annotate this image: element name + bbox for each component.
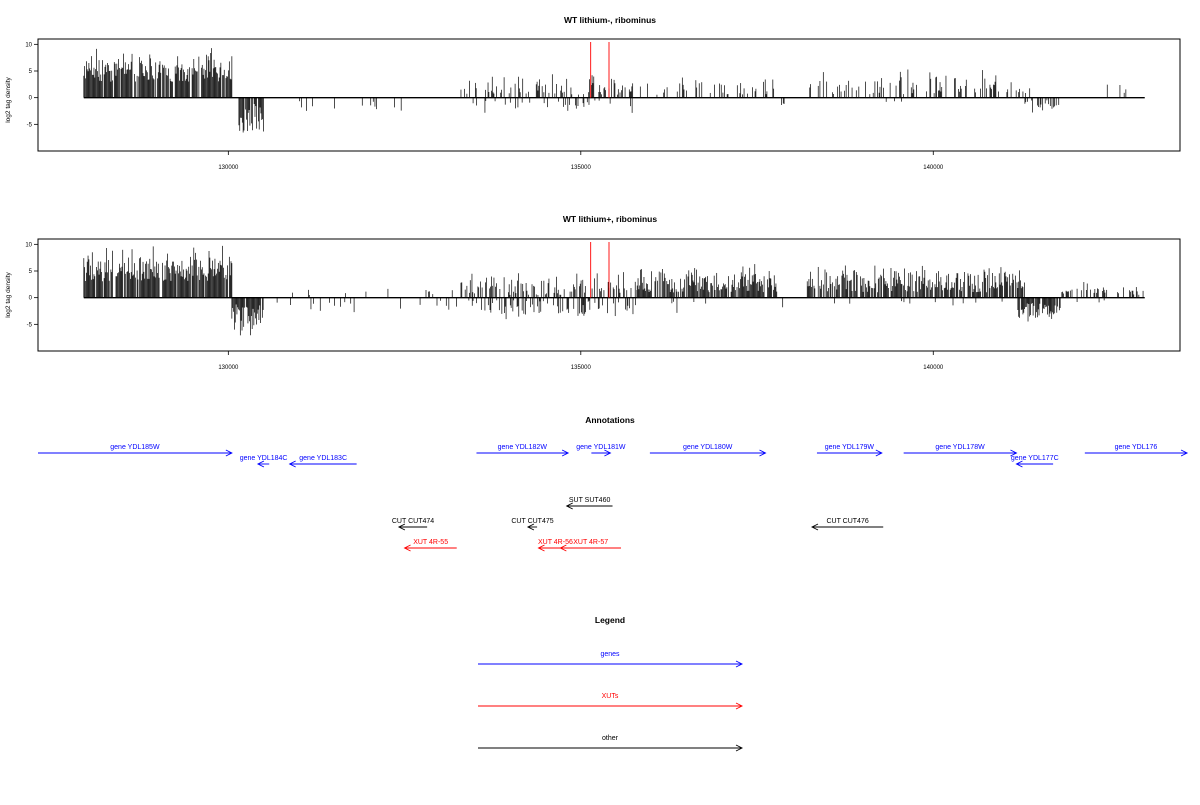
arrow-head [526,523,535,531]
x-tick-label: 130000 [218,165,239,171]
y-tick-label: 10 [25,42,32,48]
annotation-label: XUT 4R-55 [413,539,448,546]
y-tick-label: 0 [29,296,33,302]
arrow-head [604,449,612,457]
annotation-other: CUT CUT474 [392,518,434,531]
panel-1-y-axis-label: log2 tag density [5,76,12,122]
panel-lithium-minus: WT lithium-, ribominus log2 tag density … [5,15,1181,171]
annotation-gene: gene YDL179W [816,444,883,457]
annotation-gene: gene YDL181W [576,444,626,457]
y-tick-label: 5 [29,69,33,75]
y-tick-label: -5 [27,322,33,328]
legend-item: XUTs [478,693,744,710]
annotation-gene: gene YDL176 [1084,444,1189,457]
arrow-head [537,544,545,552]
legend-panel: Legend genes XUTs other [478,615,744,752]
panel-lithium-plus: WT lithium+, ribominus log2 tag density … [5,214,1181,371]
arrow-head [875,449,883,457]
arrow-head [811,523,819,531]
annotation-label: XUT 4R-57 [573,539,608,546]
annotation-label: SUT SUT460 [569,497,611,504]
arrow-head [565,502,573,510]
annotation-label: gene YDL185W [110,444,160,451]
arrow-head [559,544,567,552]
annotation-other: CUT CUT475 [511,518,554,531]
arrow-head [759,449,767,457]
x-tick-label: 140000 [923,365,944,371]
annotation-other: SUT SUT460 [565,497,613,510]
panel-1-plot-frame [37,38,1181,152]
y-tick-label: -5 [27,122,33,128]
annotation-label: gene YDL179W [825,444,875,451]
annotation-gene: gene YDL184C [240,455,288,468]
x-tick-label: 135000 [571,365,592,371]
annotation-xut: XUT 4R-55 [403,539,457,552]
annotation-label: CUT CUT474 [392,518,434,525]
arrow-head [256,460,265,468]
annotation-other: CUT CUT476 [811,518,884,531]
annotation-gene: gene YDL180W [649,444,767,457]
arrow-head [225,449,233,457]
x-tick-label: 140000 [923,165,944,171]
y-tick-label: 5 [29,269,33,275]
annotation-label: gene YDL180W [683,444,733,451]
annotation-label: CUT CUT475 [511,518,553,525]
arrow-head [735,744,744,752]
panel-2-title: WT lithium+, ribominus [563,214,657,224]
annotation-label: gene YDL183C [299,455,347,462]
annotation-xut: XUT 4R-56 [537,539,573,552]
annotation-label: gene YDL184C [240,455,288,462]
x-tick-label: 130000 [218,365,239,371]
arrow-head [403,544,411,552]
annotation-label: gene YDL178W [935,444,985,451]
panel-2-plot-frame [37,238,1181,352]
arrow-head [397,523,406,531]
legend-item: other [478,735,744,752]
x-tick-label: 135000 [571,165,592,171]
annotation-label: XUT 4R-56 [538,539,573,546]
annotation-gene: gene YDL178W [903,444,1018,457]
arrow-head [1010,449,1018,457]
panel-1-plot: -5 0 5 10 130000 135000 140000 [25,42,1145,171]
y-tick-label: 10 [25,242,32,248]
legend-items: genes XUTs other [478,651,744,752]
annotation-label: gene YDL182W [498,444,548,451]
arrow-head [1015,460,1023,468]
legend-label: genes [600,651,620,658]
annotation-label: gene YDL177C [1011,455,1059,462]
panel-2-y-axis-label: log2 tag density [5,271,12,317]
annotation-label: gene YDL181W [576,444,626,451]
annotation-gene: gene YDL182W [476,444,570,457]
annotation-gene: gene YDL177C [1011,455,1059,468]
annotation-label: CUT CUT476 [826,518,868,525]
panel-1-title: WT lithium-, ribominus [564,15,656,25]
legend-label: other [602,735,619,742]
arrow-head [561,449,570,457]
annotation-label: gene YDL176 [1115,444,1158,451]
annotation-gene: gene YDL183C [288,455,357,468]
y-tick-label: 0 [29,96,33,102]
arrow-head [288,460,296,468]
annotation-xut: XUT 4R-57 [559,539,621,552]
legend-label: XUTs [602,693,619,700]
annotations-title: Annotations [585,415,635,425]
arrow-head [735,702,744,710]
arrow-head [735,660,744,668]
panel-2-plot: -5 0 5 10 130000 135000 140000 [25,242,1145,371]
arrow-head [1180,449,1189,457]
annotation-gene: gene YDL185W [38,444,233,457]
annotation-tracks: gene YDL185W gene YDL184C gene YDL183C gene… [38,444,1189,552]
legend-item: genes [478,651,744,668]
legend-title: Legend [595,615,625,625]
